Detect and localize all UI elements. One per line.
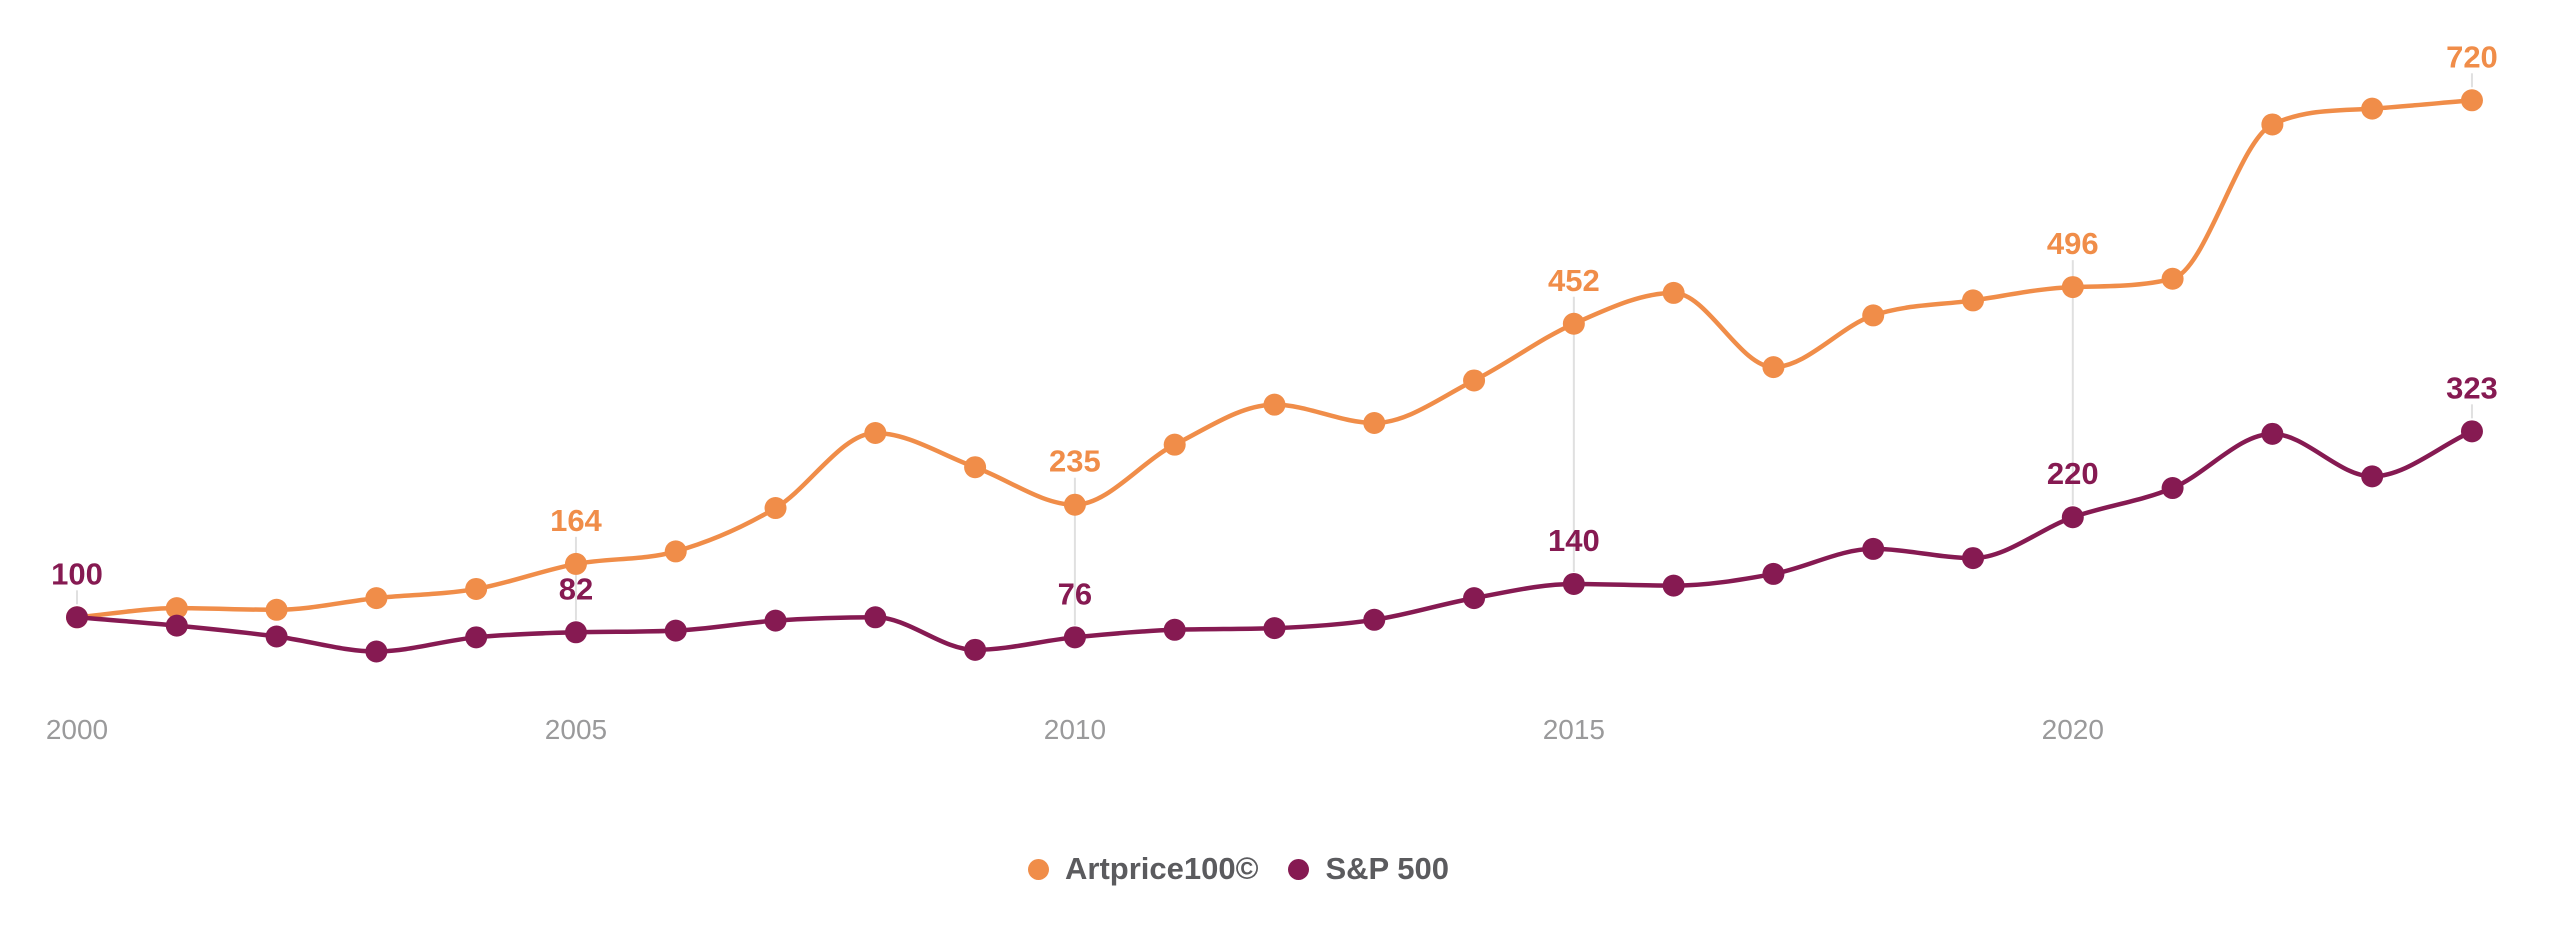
artprice100-point-2005[interactable] xyxy=(564,552,587,575)
artprice100-point-2020[interactable] xyxy=(2061,276,2084,299)
artprice100-value-label-2024: 720 xyxy=(2446,39,2498,74)
artprice100-point-2009[interactable] xyxy=(964,456,987,479)
artprice100-point-2006[interactable] xyxy=(664,540,687,563)
sp500-point-2009[interactable] xyxy=(964,638,987,661)
legend-item-sp500: S&P 500 xyxy=(1288,851,1449,887)
artprice100-point-2015[interactable] xyxy=(1562,312,1585,335)
artprice100-point-2003[interactable] xyxy=(365,587,388,610)
legend: Artprice100© S&P 500 xyxy=(1028,851,1449,887)
sp500-point-2019[interactable] xyxy=(1962,547,1985,570)
sp500-point-2015[interactable] xyxy=(1562,572,1585,595)
sp500-value-label-2005: 82 xyxy=(559,571,593,606)
sp500-point-2018[interactable] xyxy=(1862,537,1885,560)
artprice100-point-2022[interactable] xyxy=(2261,113,2284,136)
legend-label-sp500: S&P 500 xyxy=(1325,851,1449,886)
sp500-point-2001[interactable] xyxy=(165,614,188,637)
sp500-point-2014[interactable] xyxy=(1463,587,1486,610)
artprice100-value-label-2010: 235 xyxy=(1049,444,1101,479)
legend-item-artprice100: Artprice100© xyxy=(1028,851,1258,887)
sp500-point-2021[interactable] xyxy=(2161,477,2184,500)
artprice100-point-2023[interactable] xyxy=(2361,97,2384,120)
artprice100-value-label-2020: 496 xyxy=(2047,226,2099,261)
x-axis-label-2000: 2000 xyxy=(46,714,108,745)
sp500-point-2023[interactable] xyxy=(2361,465,2384,488)
artprice100-point-2013[interactable] xyxy=(1363,412,1386,435)
sp500-value-label-2020: 220 xyxy=(2047,456,2099,491)
sp500-point-2006[interactable] xyxy=(664,619,687,642)
sp500-point-2022[interactable] xyxy=(2261,422,2284,445)
sp500-point-2005[interactable] xyxy=(564,621,587,644)
artprice100-point-2014[interactable] xyxy=(1463,369,1486,392)
artprice100-point-2012[interactable] xyxy=(1263,393,1286,416)
sp500-point-2011[interactable] xyxy=(1163,618,1186,641)
sp500-point-2013[interactable] xyxy=(1363,608,1386,631)
artprice100-point-2019[interactable] xyxy=(1962,289,1985,312)
artprice100-point-2021[interactable] xyxy=(2161,267,2184,290)
artprice100-point-2010[interactable] xyxy=(1063,493,1086,516)
artprice100-point-2016[interactable] xyxy=(1662,281,1685,304)
sp500-point-2008[interactable] xyxy=(864,606,887,629)
sp500-point-2010[interactable] xyxy=(1063,626,1086,649)
sp500-point-2016[interactable] xyxy=(1662,574,1685,597)
x-axis-label-2010: 2010 xyxy=(1044,714,1106,745)
artprice100-point-2011[interactable] xyxy=(1163,433,1186,456)
sp500-point-2004[interactable] xyxy=(465,626,488,649)
artprice100-point-2008[interactable] xyxy=(864,422,887,445)
artprice100-point-2018[interactable] xyxy=(1862,304,1885,327)
artprice100-point-2024[interactable] xyxy=(2460,89,2483,112)
sp500-point-2007[interactable] xyxy=(764,609,787,632)
artprice100-point-2004[interactable] xyxy=(465,577,488,600)
sp500-value-label-2000: 100 xyxy=(51,556,103,591)
sp500-point-2003[interactable] xyxy=(365,640,388,663)
sp500-point-2012[interactable] xyxy=(1263,617,1286,640)
x-axis-label-2015: 2015 xyxy=(1543,714,1605,745)
x-axis-label-2020: 2020 xyxy=(2042,714,2104,745)
artprice100-legend-dot-icon xyxy=(1028,858,1049,880)
sp500-point-2020[interactable] xyxy=(2061,506,2084,529)
artprice100-value-label-2005: 164 xyxy=(550,503,602,538)
sp500-point-2024[interactable] xyxy=(2460,420,2483,443)
legend-label-artprice100: Artprice100© xyxy=(1065,851,1259,886)
artprice100-point-2007[interactable] xyxy=(764,497,787,520)
sp500-value-label-2015: 140 xyxy=(1548,523,1600,558)
artprice100-point-2002[interactable] xyxy=(265,598,288,621)
sp500-value-label-2024: 323 xyxy=(2446,370,2498,405)
sp500-point-2000[interactable] xyxy=(66,606,88,629)
sp500-point-2002[interactable] xyxy=(265,625,288,648)
sp500-value-label-2010: 76 xyxy=(1058,576,1092,611)
sp500-legend-dot-icon xyxy=(1288,858,1310,880)
artprice100-point-2017[interactable] xyxy=(1762,356,1785,379)
artprice100-value-label-2015: 452 xyxy=(1548,263,1600,298)
artprice100-line xyxy=(74,98,2475,620)
x-axis-label-2005: 2005 xyxy=(545,714,607,745)
artprice100-point-2001[interactable] xyxy=(165,597,188,620)
sp500-point-2017[interactable] xyxy=(1762,562,1785,585)
